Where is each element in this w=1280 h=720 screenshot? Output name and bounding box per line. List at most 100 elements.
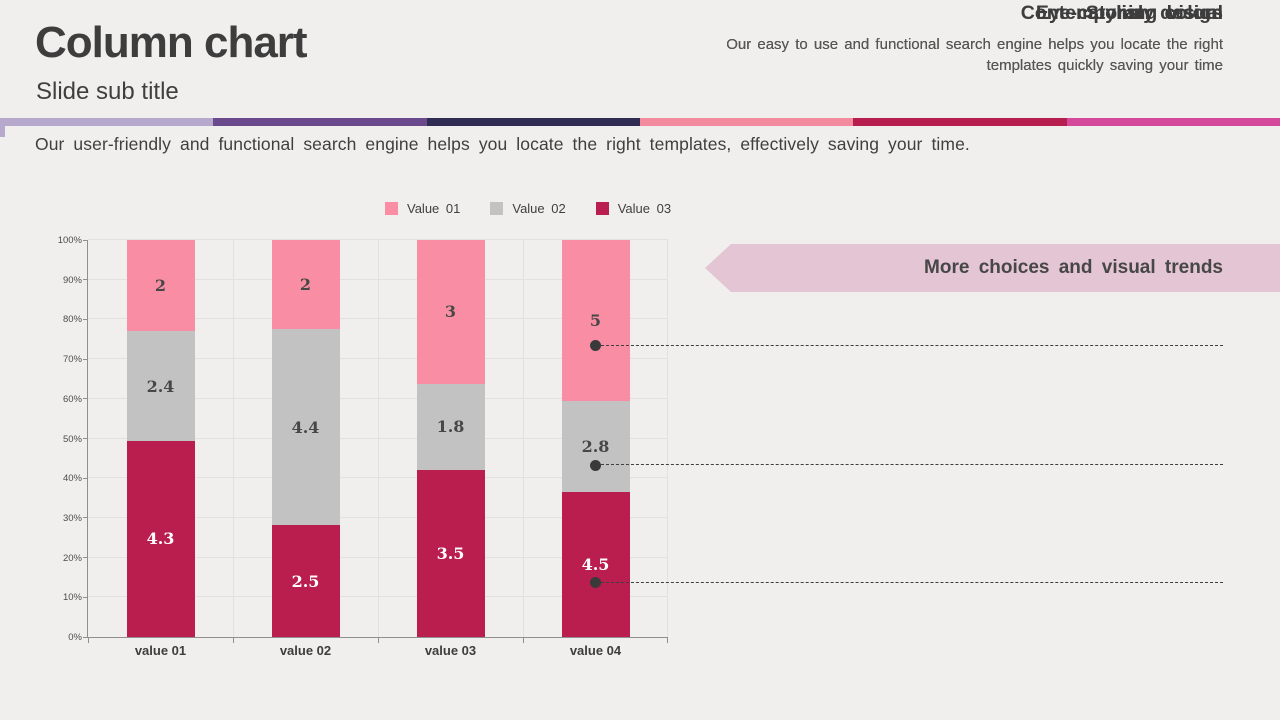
y-axis-line	[87, 240, 88, 637]
bar-segment: 2	[271, 240, 340, 330]
y-axis-label: 40%	[62, 473, 82, 485]
y-tick-mark	[83, 438, 87, 439]
bar-segment: 4.4	[271, 329, 340, 526]
gridline	[378, 240, 379, 637]
y-tick-mark	[83, 358, 87, 360]
legend-item: Value 02	[490, 201, 566, 216]
bar-value-01: 4.3 2.4 2	[126, 240, 195, 637]
y-axis-label: 80%	[62, 314, 82, 326]
bar-segment: 2	[126, 240, 195, 332]
callout-connector-dot	[590, 459, 601, 471]
bar-segment-value: 4.4	[291, 417, 320, 437]
callout-body: Our easy to use and functional search en…	[726, 36, 1223, 74]
y-axis-label: 70%	[62, 354, 82, 366]
page-title: Column chart	[35, 18, 308, 67]
decorative-stripe	[0, 118, 1280, 126]
y-axis-label: 100%	[57, 235, 82, 246]
bar-segment: 2.8	[561, 401, 630, 492]
callout-connector-line	[595, 344, 1223, 346]
x-axis-line	[87, 637, 668, 638]
bar-segment: 4.5	[561, 491, 630, 637]
bar-segment-value: 1.8	[436, 417, 465, 437]
callout-title: Stylish design	[1085, 2, 1223, 24]
bar-segment-value: 2.4	[146, 376, 175, 396]
bar-segment: 4.3	[126, 440, 195, 637]
stripe-segment-4	[639, 118, 854, 126]
page-subtitle: Slide sub title	[36, 78, 179, 105]
bar-segment: 3.5	[416, 469, 485, 637]
x-tick-mark	[667, 638, 668, 643]
callout-banner: More choices and visual trends	[705, 244, 1280, 292]
bar-segment-value: 5	[589, 311, 602, 331]
x-tick-mark	[378, 638, 379, 643]
stripe-segment-6	[1066, 118, 1280, 126]
category-label: value 04	[569, 643, 622, 658]
y-tick-mark	[83, 636, 87, 638]
category-label: value 01	[134, 643, 187, 658]
callout-title: Contemporary colors	[1020, 2, 1223, 24]
bar-segment-value: 3.5	[436, 543, 465, 563]
stripe-segment-2	[213, 118, 427, 126]
y-axis-label: 90%	[62, 274, 82, 286]
callout-stylish-design: Stylish design Our easy to use and funct…	[718, 0, 1223, 76]
gridline	[523, 240, 524, 637]
bar-segment-value: 4.5	[581, 554, 610, 574]
callout-connector-dot	[590, 577, 601, 589]
bar-value-03: 3.5 1.8 3	[416, 240, 485, 637]
y-tick-mark	[83, 477, 87, 479]
y-axis-label: 20%	[62, 552, 82, 564]
stripe-segment-5	[853, 118, 1067, 126]
gridline	[88, 239, 668, 240]
y-axis-label: 60%	[62, 393, 82, 405]
x-tick-mark	[233, 638, 234, 643]
callout-contemporary-colors: Contemporary colors Our easy to use and …	[718, 0, 1223, 76]
bar-segment-value: 3	[444, 302, 457, 322]
bar-segment-value: 2.8	[581, 437, 610, 457]
y-tick-mark	[83, 398, 87, 400]
legend-swatch	[385, 202, 398, 215]
bar-segment-value: 2	[299, 275, 312, 295]
x-tick-mark	[88, 638, 89, 643]
bar-segment: 2.4	[126, 331, 195, 441]
legend-item: Value 01	[385, 201, 460, 216]
callout-connector-dot	[590, 340, 601, 352]
bar-segment: 3	[416, 240, 485, 384]
bar-segment: 2.5	[271, 525, 340, 637]
y-axis-label: 50%	[62, 433, 82, 445]
chart-legend: Value 01 Value 02 Value 03	[385, 201, 671, 216]
bar-segment-value: 2.5	[291, 571, 320, 591]
y-axis-label: 0%	[68, 632, 82, 643]
legend-swatch	[490, 202, 504, 215]
bar-segment-value: 4.3	[146, 529, 175, 549]
bar-value-02: 2.5 4.4 2	[271, 240, 340, 637]
callout-banner-label: More choices and visual trends	[924, 257, 1223, 278]
bar-segment-value: 2	[154, 276, 167, 296]
gridline	[233, 240, 234, 637]
legend-label: Value 02	[512, 201, 566, 216]
legend-label: Value 01	[407, 201, 461, 216]
bar-value-04: 4.5 2.8 5	[561, 240, 630, 637]
callout-body: Our easy to use and functional search en…	[726, 36, 1223, 74]
legend-item: Value 03	[595, 201, 672, 216]
y-axis-label: 10%	[62, 592, 82, 604]
x-tick-mark	[523, 638, 524, 643]
y-tick-mark	[83, 239, 87, 241]
callout-eye-catching-visual: Eye-catching visual Our easy to use and …	[718, 0, 1223, 76]
stripe-notch	[0, 126, 5, 137]
y-tick-mark	[83, 596, 87, 598]
y-axis-label: 30%	[62, 512, 82, 524]
category-label: value 03	[424, 643, 477, 658]
callout-connector-line	[595, 581, 1223, 583]
stripe-segment-1	[0, 118, 214, 126]
callout-title: Eye-catching visual	[1035, 2, 1223, 24]
y-tick-mark	[83, 517, 87, 519]
gridline	[667, 240, 668, 637]
y-tick-mark	[83, 557, 87, 559]
y-tick-mark	[83, 279, 87, 281]
callout-body: Our easy to use and functional search en…	[726, 36, 1223, 74]
callout-connector-line	[595, 464, 1223, 466]
column-chart: 0% 10% 20% 30% 40% 50% 60% 70% 80% 90% 100% 4.3 2.4 2…	[58, 235, 668, 658]
legend-label: Value 03	[617, 201, 672, 216]
stripe-segment-3	[426, 118, 640, 126]
